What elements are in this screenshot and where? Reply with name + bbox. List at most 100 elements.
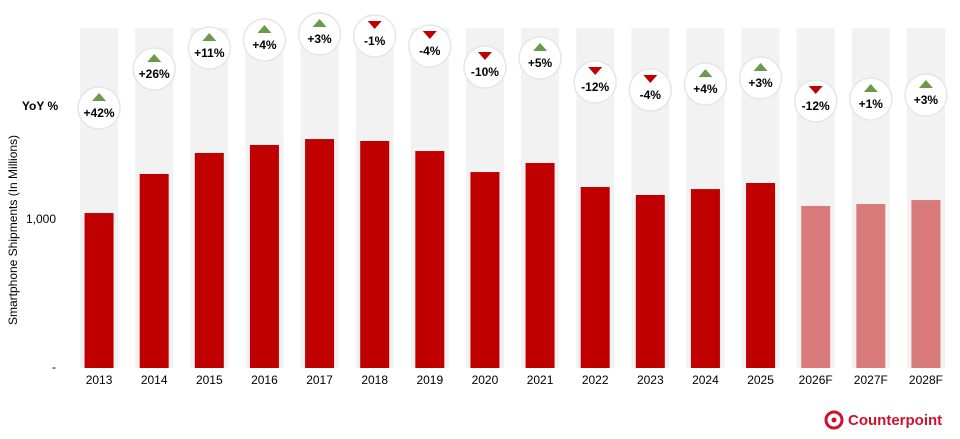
yoy-label: -1%: [364, 34, 386, 48]
yoy-bubble: -12%: [573, 60, 617, 104]
x-tick-label: 2016: [251, 373, 278, 387]
bubble: [77, 86, 121, 130]
x-tick-label: 2027F: [854, 373, 888, 387]
bar: [194, 152, 224, 368]
y-axis-label: Smartphone Shipments (In Millions): [6, 135, 20, 325]
bubble: [904, 73, 948, 117]
bubble: [463, 45, 507, 89]
bar: [525, 163, 555, 368]
bar: [249, 144, 279, 368]
yoy-label: +3%: [914, 93, 939, 107]
yoy-label: +3%: [307, 32, 332, 46]
brand: Counterpoint: [848, 412, 942, 429]
yoy-label: +1%: [859, 97, 884, 111]
bubble: [628, 68, 673, 112]
bar: [580, 186, 610, 368]
x-tick-label: 2019: [416, 373, 443, 387]
arrow-up: [753, 63, 768, 71]
arrow-down: [808, 85, 823, 94]
yoy-bubble: +3%: [297, 12, 342, 56]
yoy-bubble: -4%: [628, 68, 673, 112]
bar: [801, 205, 831, 368]
y-tick-label: 1,000: [26, 212, 56, 226]
bubble: [683, 62, 728, 106]
bubble: [849, 77, 893, 121]
x-tick-label: 2023: [637, 373, 664, 387]
yoy-bubble: -4%: [408, 24, 452, 68]
yoy-label: -10%: [471, 65, 499, 79]
yoy-label: -4%: [640, 88, 662, 102]
bubble: [242, 18, 287, 62]
yoy-bubble: +3%: [904, 73, 948, 117]
bar: [305, 139, 335, 368]
yoy-label: +5%: [528, 56, 553, 70]
yoy-label: +3%: [748, 76, 773, 90]
x-tick-label: 2024: [692, 373, 719, 387]
arrow-up: [863, 84, 878, 93]
yoy-bubble: +42%: [77, 86, 121, 130]
x-tick-label: 2022: [582, 373, 609, 387]
yoy-bubble: +11%: [187, 26, 232, 70]
x-tick-label: 2013: [86, 373, 113, 387]
bar: [470, 172, 500, 368]
yoy-bubble: -12%: [793, 79, 838, 123]
bar: [690, 189, 720, 368]
bar: [84, 213, 114, 368]
x-tick-label: 2017: [306, 373, 333, 387]
bar: [360, 140, 390, 368]
bubble: [573, 60, 617, 104]
logo: Counterpoint: [824, 410, 942, 430]
bubble: [518, 36, 562, 80]
arrow-up: [533, 43, 548, 52]
x-tick-label: 2018: [361, 373, 388, 387]
yoy-bubble: +3%: [738, 56, 783, 100]
yoy-bubble: -1%: [352, 14, 397, 58]
yoy-bubble: -10%: [463, 45, 507, 89]
arrow-up: [312, 19, 327, 28]
bubble: [738, 56, 783, 100]
bubble: [132, 47, 176, 91]
bubble: [793, 79, 838, 123]
arrow-down: [643, 74, 658, 83]
yoy-bubble: +4%: [242, 18, 287, 62]
bar: [139, 173, 169, 368]
yoy-bubble: +1%: [849, 77, 893, 121]
arrow-up: [257, 24, 272, 33]
yoy-label: -12%: [581, 80, 609, 94]
bubble: [297, 12, 342, 56]
x-tick-label: 2020: [472, 373, 499, 387]
y-tick-label: -: [52, 360, 56, 374]
yoy-label: -4%: [419, 44, 441, 58]
bubble: [352, 14, 397, 58]
arrow-down: [477, 52, 492, 61]
x-tick-label: 2015: [196, 373, 223, 387]
yoy-label: +11%: [194, 46, 225, 60]
arrow-down: [588, 66, 603, 75]
yoy-label: +4%: [252, 38, 277, 52]
bubble: [408, 24, 452, 68]
x-tick-label: 2028F: [909, 373, 943, 387]
bar: [746, 183, 776, 368]
yoy-label: +42%: [84, 106, 115, 120]
yoy-label: +4%: [693, 82, 718, 96]
arrow-up: [918, 80, 933, 89]
x-tick-label: 2014: [141, 373, 168, 387]
arrow-up: [147, 53, 162, 62]
arrow-up: [92, 93, 107, 102]
yoy-bubble: +4%: [683, 62, 728, 106]
x-tick-label: 2025: [747, 373, 774, 387]
bar: [415, 151, 445, 368]
yoy-label: YoY %: [22, 99, 59, 113]
x-tick-label: 2026F: [799, 373, 833, 387]
bar: [911, 200, 941, 368]
yoy-label: -12%: [802, 99, 830, 113]
arrow-up: [202, 32, 217, 41]
arrow-up: [698, 69, 713, 78]
yoy-bubble: +5%: [518, 36, 562, 80]
arrow-down: [367, 20, 382, 29]
bar: [635, 194, 665, 368]
x-tick-label: 2021: [527, 373, 554, 387]
bubble: [187, 26, 232, 70]
yoy-label: +26%: [139, 67, 170, 81]
